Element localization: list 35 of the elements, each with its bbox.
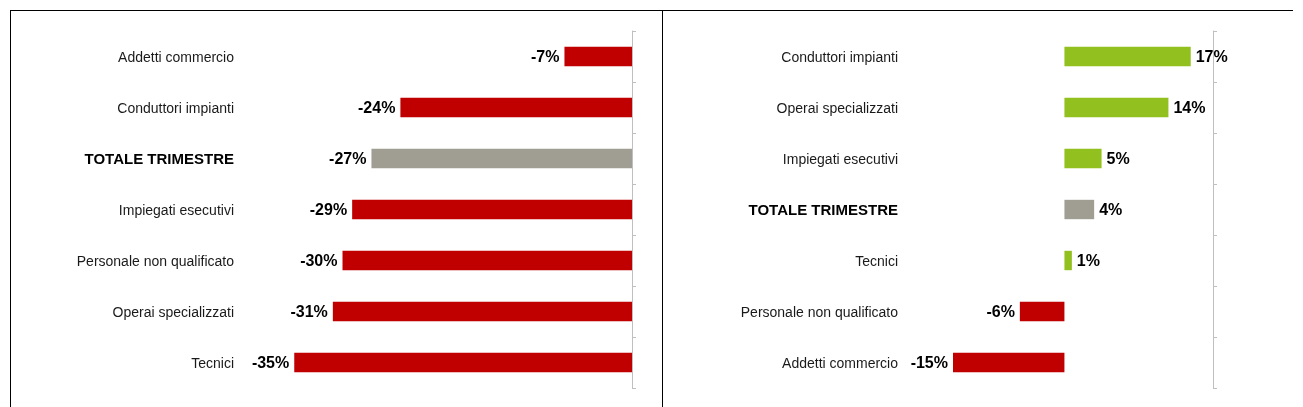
bar: [1064, 148, 1102, 169]
data-label: -24%: [358, 99, 396, 116]
y-tick-label: Tecnici: [855, 252, 898, 269]
bar: [1064, 250, 1072, 271]
y-tick-label: Conduttori impianti: [781, 48, 898, 65]
data-label: -27%: [329, 150, 367, 167]
y-tick-label: Tecnici: [191, 354, 234, 371]
data-label: -6%: [986, 303, 1015, 320]
data-label: 4%: [1099, 201, 1123, 218]
y-tick-label: TOTALE TRIMESTRE: [84, 150, 234, 167]
y-tick-label: Personale non qualificato: [740, 303, 899, 320]
y-tick-label: Operai specializzati: [776, 99, 898, 116]
data-label: 17%: [1195, 48, 1228, 65]
bar: [953, 352, 1065, 373]
data-label: -31%: [290, 303, 328, 320]
y-tick-label: Addetti commercio: [782, 354, 899, 371]
data-label: -35%: [251, 354, 290, 371]
bar: [1019, 301, 1065, 322]
y-tick-label: TOTALE TRIMESTRE: [748, 201, 898, 218]
bar: [1064, 97, 1169, 118]
bar: [1064, 46, 1191, 67]
data-label: 14%: [1173, 99, 1206, 116]
data-label: -29%: [309, 201, 348, 218]
y-tick-label: Conduttori impianti: [117, 99, 234, 116]
y-tick-label: Operai specializzati: [112, 303, 234, 320]
y-tick-label: Impiegati esecutivi: [118, 201, 234, 218]
data-label: 1%: [1076, 252, 1100, 269]
data-label: 5%: [1106, 150, 1130, 167]
y-tick-label: Addetti commercio: [118, 48, 235, 65]
y-tick-label: Personale non qualificato: [76, 252, 235, 269]
data-label: -30%: [300, 252, 338, 269]
bar: [1064, 199, 1095, 220]
y-tick-label: Impiegati esecutivi: [782, 150, 898, 167]
data-label: -15%: [910, 354, 948, 371]
data-label: -7%: [531, 48, 560, 65]
